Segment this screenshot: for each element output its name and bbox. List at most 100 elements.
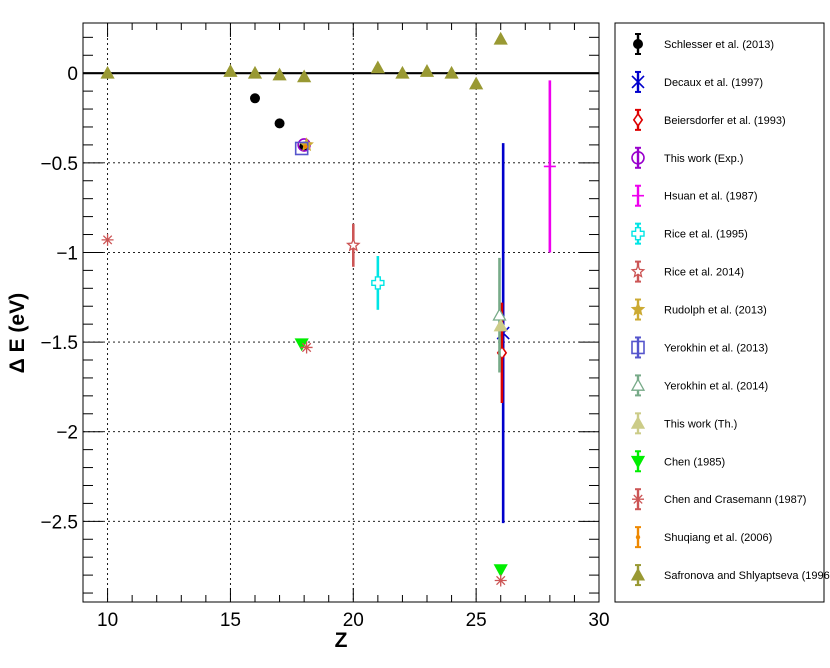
data-point	[543, 80, 556, 253]
y-tick-label: −2	[56, 423, 78, 444]
x-tick-label: 15	[220, 610, 241, 631]
marker	[247, 65, 263, 79]
legend-label: Chen and Crasemann (1987)	[664, 494, 806, 506]
data-point	[494, 574, 507, 587]
legend-entry: Schlesser et al. (2013)	[633, 33, 774, 55]
data-point	[247, 65, 263, 79]
marker	[631, 151, 645, 165]
marker	[371, 276, 385, 290]
marker	[444, 65, 459, 79]
series-13	[303, 144, 308, 149]
marker	[630, 378, 646, 391]
legend: Schlesser et al. (2013) Decaux et al. (19…	[614, 22, 830, 603]
marker	[630, 263, 646, 278]
data-marks	[100, 31, 556, 587]
data-point	[469, 76, 484, 90]
data-point	[419, 64, 435, 77]
marker	[419, 64, 435, 77]
marker	[493, 564, 508, 578]
legend-label: This work (Exp.)	[664, 153, 743, 165]
legend-label: Shuqiang et al. (2006)	[664, 532, 772, 544]
y-axis-title: Δ E (eV)	[6, 293, 29, 373]
data-point	[223, 64, 238, 77]
marker	[630, 415, 646, 429]
legend-entry: Rudolph et al. (2013)	[630, 298, 767, 321]
legend-entry: This work (Th.)	[630, 412, 737, 435]
data-point	[345, 223, 361, 267]
data-point	[101, 233, 114, 246]
marker	[345, 237, 361, 252]
marker	[630, 301, 646, 316]
x-axis-title: Z	[335, 629, 348, 652]
data-point	[444, 65, 459, 79]
legend-label: Beiersdorfer et al. (1993)	[664, 115, 786, 127]
series-5	[371, 256, 385, 310]
data-point	[272, 67, 287, 81]
legend-label: Decaux et al. (1997)	[664, 77, 763, 89]
legend-entry: Hsuan et al. (1987)	[632, 184, 758, 207]
legend-label: Yerokhin et al. (2014)	[664, 380, 768, 392]
data-point	[303, 144, 308, 149]
data-point	[100, 65, 115, 79]
legend-label: Schlesser et al. (2013)	[664, 39, 774, 51]
marker	[493, 31, 508, 45]
data-point	[492, 257, 507, 373]
legend-label: Rice et al. 2014)	[664, 267, 744, 279]
legend-entry: Chen and Crasemann (1987)	[632, 488, 806, 511]
legend-label: Rice et al. (1995)	[664, 229, 748, 241]
data-point	[493, 31, 508, 45]
marker	[469, 76, 484, 90]
grid	[83, 23, 599, 602]
legend-label: Rudolph et al. (2013)	[664, 305, 767, 317]
marker	[543, 160, 556, 173]
marker	[272, 67, 287, 81]
legend-entry: Yerokhin et al. (2014)	[630, 374, 768, 397]
x-tick-label: 10	[97, 610, 118, 631]
marker	[300, 341, 313, 354]
legend-label: Chen (1985)	[664, 456, 725, 468]
y-tick-label: −1.5	[40, 333, 78, 354]
legend-entry: Shuqiang et al. (2006)	[635, 526, 772, 549]
marker	[395, 65, 410, 79]
y-tick-label: 0	[67, 64, 78, 85]
marker	[294, 338, 309, 352]
legend-box	[614, 22, 825, 603]
x-tick-label: 30	[588, 610, 609, 631]
marker	[632, 112, 644, 128]
legend-entry: Safronova and Shlyaptseva (1996)	[630, 564, 830, 587]
data-point	[370, 60, 385, 74]
legend-label: Hsuan et al. (1987)	[664, 191, 758, 203]
legend-entry: Yerokhin et al. (2013)	[631, 336, 768, 359]
marker	[223, 64, 238, 77]
y-tick-label: −1	[56, 243, 78, 264]
x-tick-label: 25	[466, 610, 487, 631]
marker	[100, 65, 115, 79]
axes: 10 15 20 25 30 0 −0.5 −1 −1.5 −2 −2.5 Z Δ E (eV)	[6, 22, 610, 652]
x-tick-label: 20	[343, 610, 364, 631]
data-point	[395, 65, 410, 79]
legend-label: Yerokhin et al. (2013)	[664, 342, 768, 354]
marker	[493, 318, 508, 332]
series-10	[493, 318, 508, 332]
series-8	[294, 141, 309, 156]
y-tick-label: −2.5	[40, 512, 78, 533]
marker	[633, 39, 643, 49]
legend-label: This work (Th.)	[664, 418, 737, 430]
marker	[494, 574, 507, 587]
marker	[101, 233, 114, 246]
data-point	[294, 141, 309, 156]
legend-label: Safronova and Shlyaptseva (1996)	[664, 570, 830, 582]
plot-frame	[82, 22, 600, 603]
marker	[303, 144, 308, 149]
y-tick-label: −0.5	[40, 154, 78, 175]
series-6	[345, 223, 361, 267]
legend-entry: This work (Exp.)	[631, 146, 743, 169]
series-4	[543, 80, 556, 253]
data-point	[297, 69, 312, 83]
marker	[630, 567, 646, 581]
marker	[631, 75, 645, 89]
marker	[294, 141, 309, 156]
marker	[274, 118, 285, 129]
legend-entry: Beiersdorfer et al. (1993)	[632, 108, 786, 131]
